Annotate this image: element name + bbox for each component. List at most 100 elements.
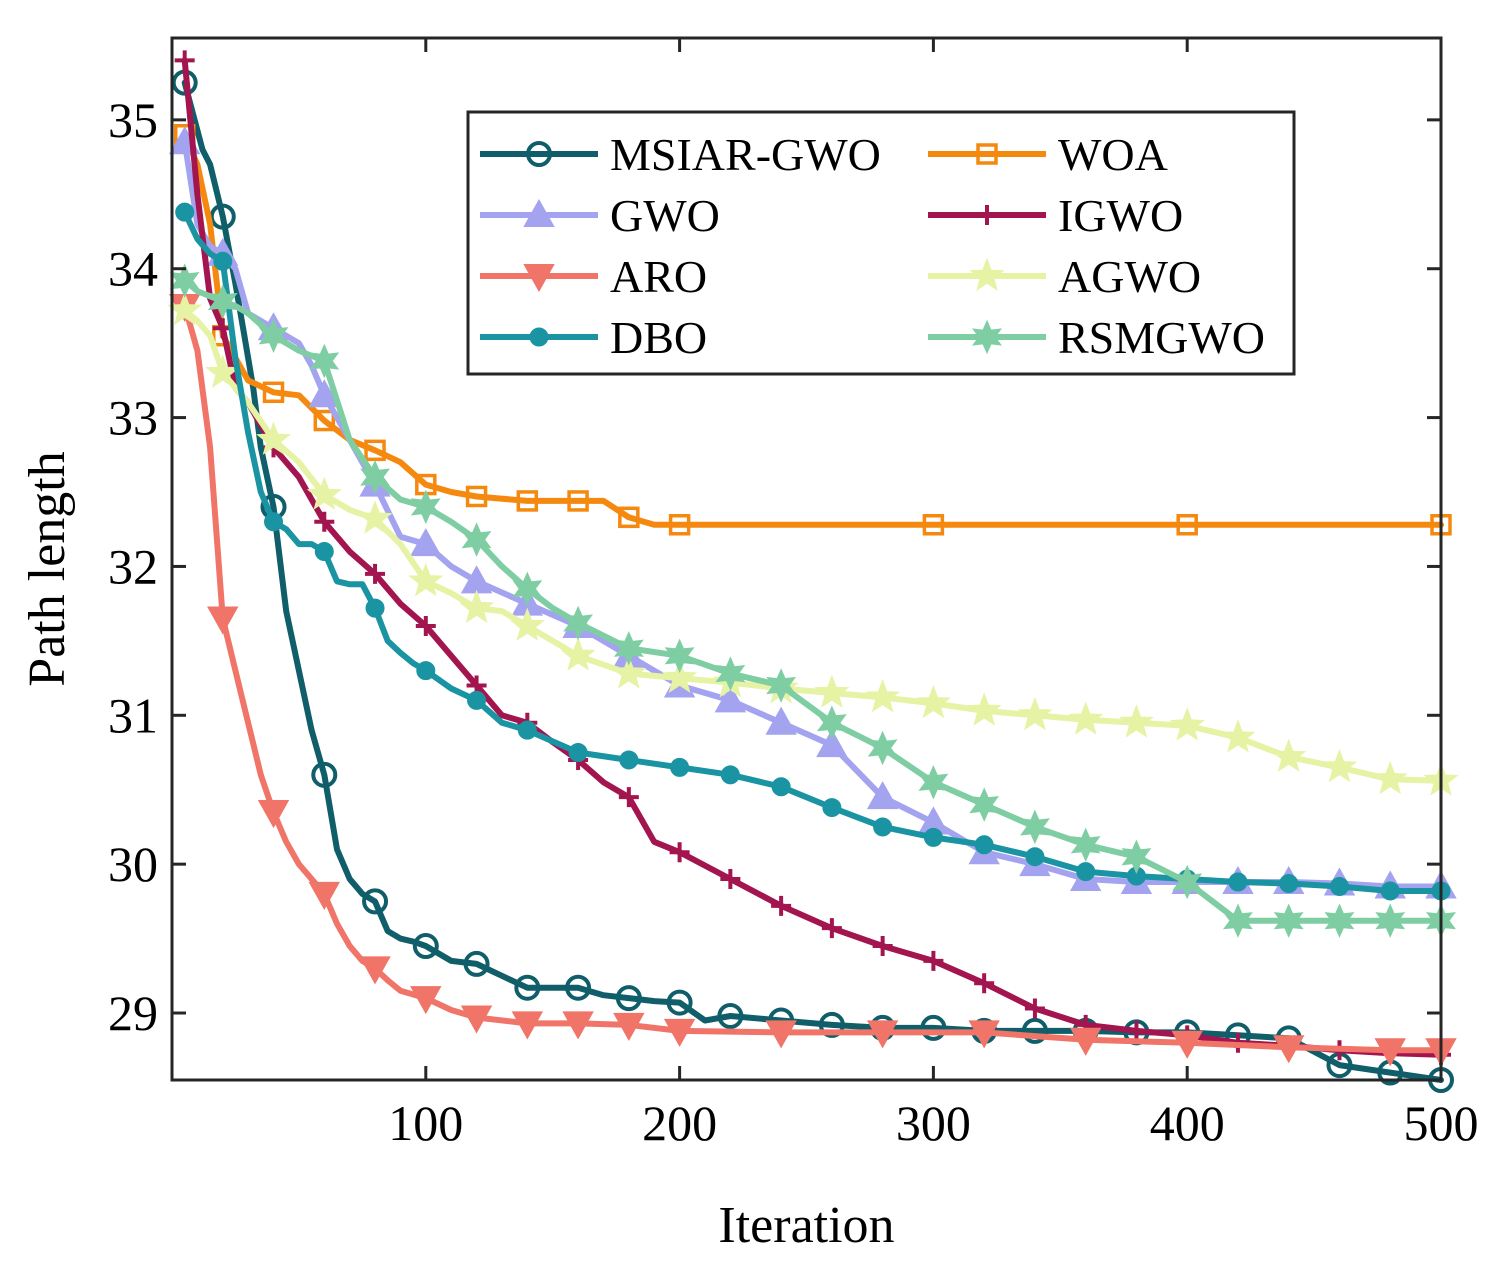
data-point-aro [866, 1020, 899, 1049]
data-point-msiar-gwo [412, 933, 439, 960]
data-point-dbo [822, 798, 842, 818]
data-point-msiar-gwo [717, 1002, 744, 1029]
data-point-rsmgwo [867, 730, 898, 766]
data-point-woa [668, 514, 691, 536]
data-point-rsmgwo [766, 668, 797, 703]
legend-marker [526, 141, 552, 167]
legend-marker [977, 205, 997, 225]
data-point-msiar-gwo [209, 203, 236, 230]
data-point-dbo [974, 835, 994, 855]
data-point-msiar-gwo [818, 1011, 845, 1038]
data-point-igwo [1024, 998, 1045, 1019]
legend-label: GWO [610, 190, 720, 241]
legend-entry-woa: WOA [928, 129, 1168, 180]
data-point-rsmgwo [410, 489, 441, 525]
series-markers-igwo [174, 50, 1451, 1065]
data-point-rsmgwo [1020, 809, 1050, 845]
data-point-agwo [1372, 760, 1408, 795]
y-tick-label: 35 [108, 92, 158, 148]
data-point-dbo [416, 661, 436, 681]
data-point-agwo [1118, 704, 1154, 738]
data-point-msiar-gwo [463, 950, 490, 977]
data-point-aro [1374, 1038, 1406, 1067]
legend-marker [969, 257, 1005, 291]
data-point-aro [257, 800, 290, 829]
data-point-dbo [1329, 876, 1349, 896]
data-point-dbo [720, 765, 740, 785]
series-markers-dbo [175, 202, 1451, 901]
data-point-igwo [365, 563, 386, 584]
data-point-agwo [915, 684, 951, 719]
data-point-dbo [175, 202, 195, 222]
data-point-gwo [816, 729, 848, 758]
data-point-dbo [213, 251, 233, 271]
data-point-aro [460, 1005, 493, 1034]
legend-marker [523, 264, 555, 293]
legend-label: DBO [610, 312, 707, 363]
legend-entry-gwo: GWO [480, 190, 720, 241]
data-point-igwo [720, 869, 741, 890]
y-tick-label: 32 [108, 538, 158, 594]
data-point-aro [765, 1020, 797, 1049]
data-point-msiar-gwo [920, 1014, 947, 1041]
data-point-rsmgwo [715, 656, 746, 691]
y-tick-label: 29 [108, 985, 158, 1041]
data-point-gwo [308, 379, 340, 408]
data-point-rsmgwo [461, 522, 492, 557]
series-markers-aro [168, 293, 1457, 1067]
data-point-dbo [568, 743, 588, 763]
x-tick-label: 300 [896, 1095, 971, 1151]
data-point-agwo [966, 692, 1002, 726]
data-point-woa [922, 514, 945, 536]
data-point-msiar-gwo [666, 989, 693, 1016]
data-point-agwo [560, 637, 596, 671]
data-point-agwo [1220, 719, 1256, 753]
axes-box [170, 36, 1443, 1082]
data-point-dbo [467, 690, 487, 710]
data-point-woa [567, 490, 589, 512]
data-point-rsmgwo [309, 343, 340, 379]
data-point-dbo [1228, 872, 1248, 892]
data-point-igwo [771, 895, 792, 916]
data-point-rsmgwo [1324, 903, 1355, 938]
data-point-dbo [517, 720, 537, 740]
data-point-rsmgwo [918, 765, 949, 800]
y-tick-label: 34 [108, 241, 158, 297]
data-point-gwo [714, 684, 747, 713]
data-point-igwo [415, 615, 436, 636]
data-point-agwo [459, 589, 495, 624]
y-tick-label: 30 [108, 836, 158, 892]
legend-marker [976, 143, 998, 165]
data-point-dbo [670, 757, 690, 777]
data-point-rsmgwo [1223, 903, 1253, 938]
data-point-agwo [1321, 748, 1357, 783]
data-point-igwo [314, 511, 335, 532]
legend-label: IGWO [1058, 190, 1183, 241]
data-point-agwo [408, 562, 444, 597]
data-point-rsmgwo [1375, 903, 1406, 938]
data-point-rsmgwo [207, 284, 238, 319]
data-point-aro [359, 956, 391, 985]
legend-label: MSIAR-GWO [610, 129, 881, 180]
data-point-rsmgwo [816, 705, 847, 740]
legend-label: WOA [1058, 129, 1168, 180]
data-point-dbo [619, 750, 639, 770]
data-point-aro [968, 1020, 1000, 1049]
legend-label: ARO [610, 251, 707, 302]
data-point-rsmgwo [664, 638, 695, 674]
data-point-rsmgwo [512, 571, 543, 607]
x-tick-label: 400 [1150, 1095, 1225, 1151]
y-tick-label: 33 [108, 390, 158, 446]
series-layer [167, 50, 1459, 1093]
data-point-dbo [314, 542, 334, 562]
x-tick-label: 500 [1404, 1095, 1479, 1151]
data-point-agwo [865, 678, 901, 713]
data-point-agwo [1169, 707, 1205, 741]
data-point-igwo [1126, 1020, 1147, 1041]
y-tick-label: 31 [108, 687, 158, 743]
x-tick-label: 100 [388, 1095, 463, 1151]
data-point-rsmgwo [1172, 864, 1203, 900]
legend-marker [529, 327, 549, 347]
